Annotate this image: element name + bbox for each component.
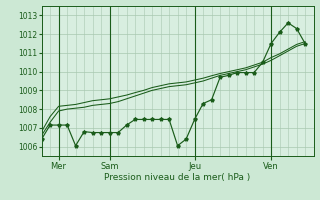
X-axis label: Pression niveau de la mer( hPa ): Pression niveau de la mer( hPa ) bbox=[104, 173, 251, 182]
